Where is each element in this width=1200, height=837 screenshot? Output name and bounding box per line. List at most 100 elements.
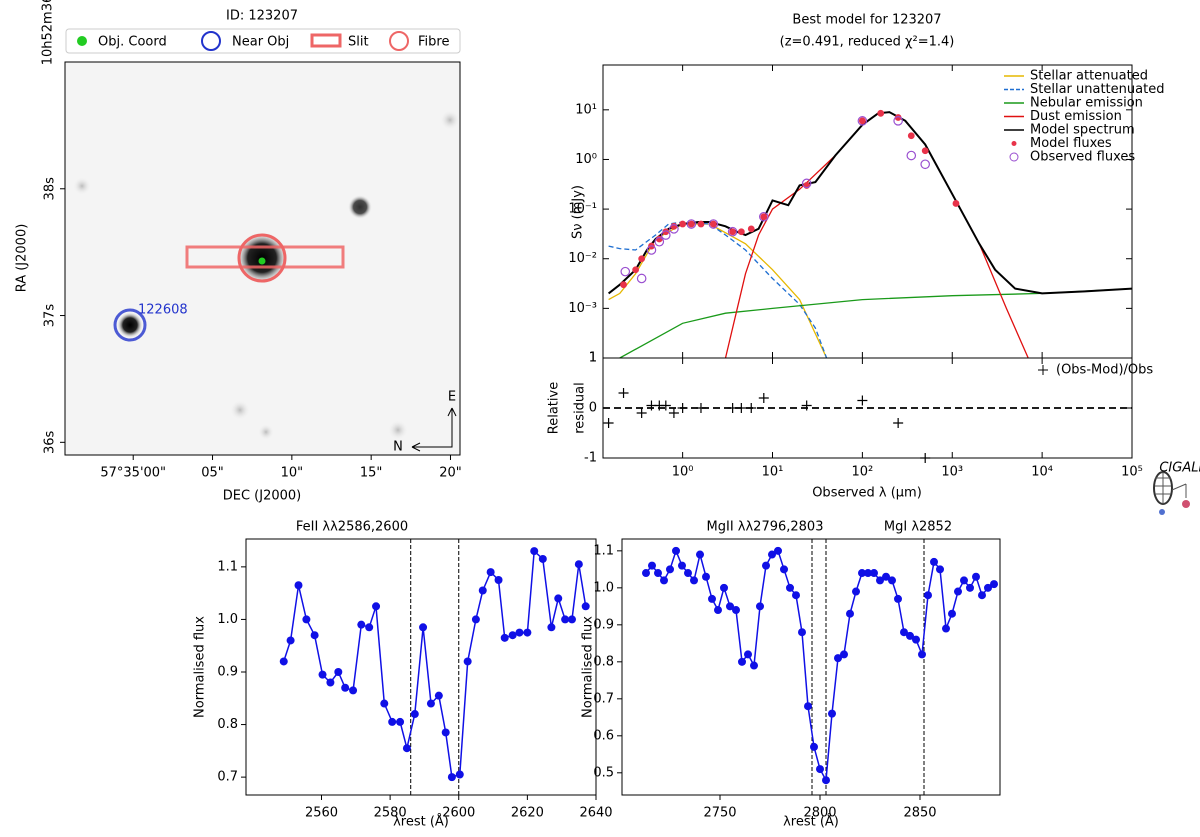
residual-point	[618, 388, 629, 398]
y-tick-label: 10⁻³	[568, 301, 597, 316]
x-tick-label: 10"	[281, 466, 304, 481]
observed-flux	[727, 226, 738, 237]
spectrum-point	[762, 561, 770, 570]
y-tick-label: 0	[589, 401, 597, 416]
legend-label: Observed fluxes	[1030, 150, 1135, 165]
spectrum-point	[792, 591, 800, 600]
spectrum-point	[310, 631, 319, 640]
spectrum-point	[547, 623, 556, 632]
spectrum-point	[870, 569, 878, 578]
line-label: MgII λλ2796,2803	[707, 520, 824, 535]
spectrum-point	[810, 742, 818, 751]
obj-coord	[258, 257, 266, 265]
residual-point	[857, 395, 868, 406]
y-tick-label: 10⁻²	[568, 251, 597, 266]
spectrum-point	[494, 576, 503, 585]
plot-frame	[621, 538, 1001, 796]
logo-text: CIGALE	[1159, 461, 1200, 476]
spectrum-point	[341, 683, 350, 692]
model-flux	[697, 220, 705, 228]
y-tick-label: 1.0	[217, 612, 238, 627]
residual-point	[758, 393, 769, 403]
spectrum-point	[286, 636, 295, 645]
x-tick-label: 57°35'00"	[100, 466, 166, 481]
y-tick-label: 10⁻¹	[568, 202, 597, 217]
legend-label: (Obs-Mod)/Obs	[1056, 363, 1153, 378]
y-tick-label: 0.6	[593, 728, 614, 743]
spectrum-point	[816, 765, 824, 774]
spectrum-point	[455, 770, 464, 779]
spectrum-point	[804, 702, 812, 711]
spectrum-point	[798, 628, 806, 637]
near-obj	[113, 308, 147, 342]
y-tick-label: 10⁰	[575, 152, 597, 167]
model-flux	[729, 228, 737, 236]
spectrum-point	[888, 576, 896, 585]
x-tick-label: 10³	[941, 465, 963, 480]
residual-point	[695, 403, 706, 413]
spectrum-point	[642, 569, 650, 578]
source-label: 122608	[138, 303, 188, 318]
spectrum-point	[581, 602, 590, 611]
spectrum-point	[936, 565, 944, 574]
x-tick-label: 2620	[511, 806, 544, 821]
x-tick-label: 10⁵	[1121, 465, 1143, 480]
observed-flux	[669, 224, 679, 234]
y-tick-label: 38s	[43, 177, 58, 201]
spectrum-point	[882, 572, 890, 581]
residual-point	[677, 403, 688, 413]
spectrum-point	[684, 569, 692, 578]
y-tick-label: 0.7	[593, 691, 614, 706]
legend-label: Near Obj	[232, 35, 289, 50]
logo-shape	[1182, 500, 1190, 508]
faint-source	[258, 424, 274, 440]
model-flux	[687, 220, 695, 228]
spectrum-point	[708, 594, 716, 603]
spectrum-point	[561, 615, 570, 624]
x-tick-label: 2600	[442, 806, 475, 821]
spectrum-point	[948, 609, 956, 618]
spectrum-point	[900, 628, 908, 637]
model-flux	[632, 266, 640, 274]
plot-frame	[245, 538, 597, 796]
residual-point	[736, 403, 747, 413]
spectrum-point	[515, 628, 524, 637]
model-flux	[737, 228, 745, 236]
spectrum-point	[966, 583, 974, 592]
model-flux	[710, 220, 717, 228]
spectrum-point	[380, 699, 389, 708]
legend-marker	[1011, 141, 1017, 146]
spectrum-point	[523, 628, 532, 637]
compass-label: E	[448, 390, 456, 405]
sed-line	[619, 287, 1132, 358]
spectrum-point	[972, 572, 980, 581]
model-flux	[638, 255, 646, 263]
spectrum-point	[574, 560, 583, 569]
y-tick-label: 1	[589, 351, 597, 366]
spectrum-point	[334, 667, 343, 676]
spectrum-point	[780, 565, 788, 574]
legend-label: Stellar attenuated	[1030, 69, 1148, 84]
spectrum-point	[822, 776, 830, 785]
legend-marker	[389, 31, 409, 51]
x-tick-label: 10⁰	[672, 465, 694, 480]
legend-label: Stellar unattenuated	[1030, 82, 1164, 97]
logo-shape	[1159, 509, 1165, 515]
observed-flux	[801, 178, 812, 189]
x-tick-label: 2850	[903, 806, 936, 821]
cutout-image	[64, 28, 461, 456]
sed-plot	[607, 109, 1132, 358]
observed-flux	[686, 219, 697, 229]
sed-line	[724, 111, 1029, 358]
spectrum-point	[500, 633, 509, 642]
y-tick-label: 0.7	[217, 770, 238, 785]
residual-point	[893, 418, 904, 428]
legend-label: Model spectrum	[1030, 123, 1135, 138]
spectrum-point	[786, 583, 794, 592]
model-flux	[952, 200, 960, 207]
spectrum-point	[678, 561, 686, 570]
compass-label: N	[393, 440, 403, 455]
spectrum-point	[750, 661, 758, 670]
observed-flux	[920, 159, 930, 170]
spectrum-point	[918, 650, 926, 659]
